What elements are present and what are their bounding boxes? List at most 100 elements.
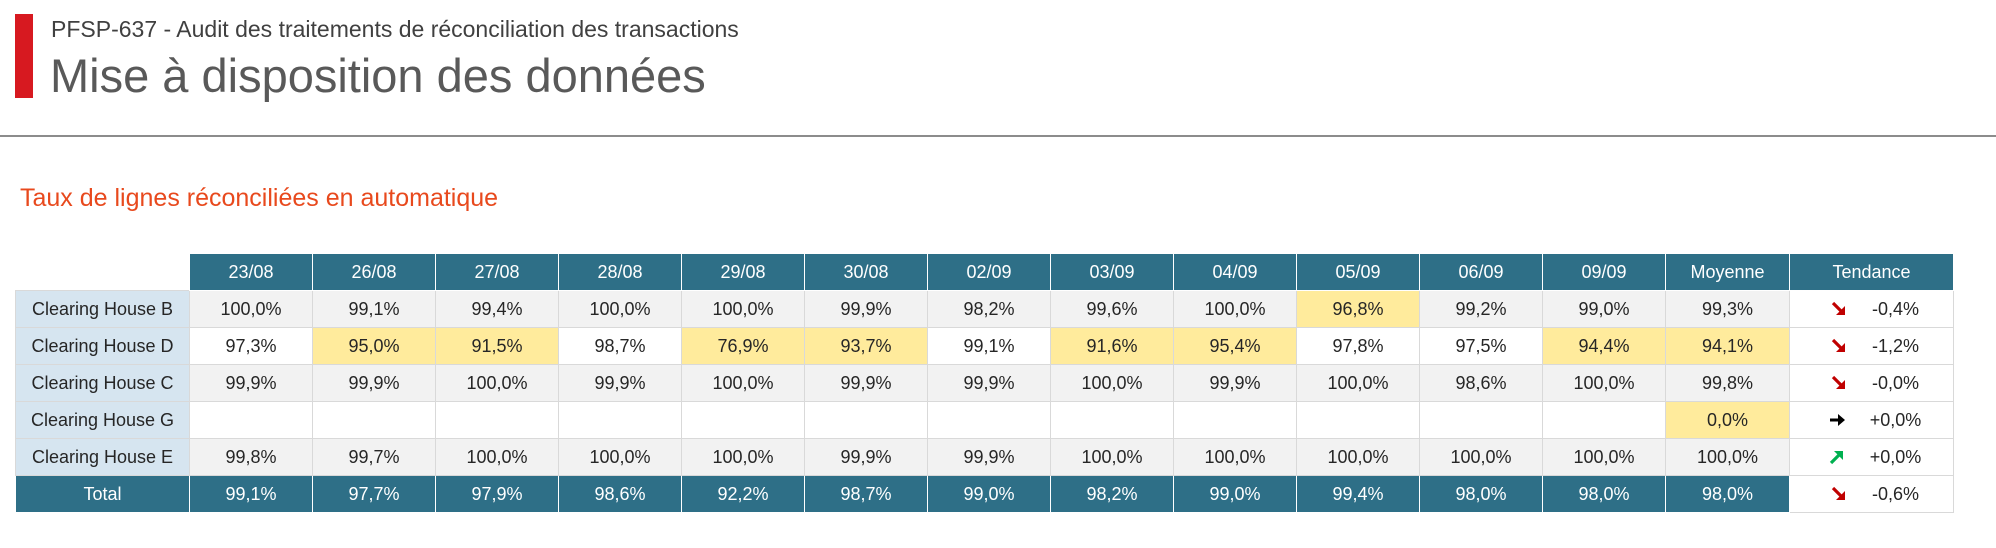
accent-bar [15, 14, 33, 98]
column-header: 04/09 [1173, 253, 1297, 291]
value-cell: 99,7% [312, 438, 436, 476]
value-cell: 99,9% [558, 364, 682, 402]
value-cell: 99,0% [1173, 475, 1297, 513]
value-cell: 99,1% [927, 327, 1051, 365]
table-row: Clearing House D 97,3% 95,0% 91,5% 98,7% 76,9… [15, 327, 1954, 365]
value-cell: 98,7% [558, 327, 682, 365]
value-cell: 97,3% [189, 327, 313, 365]
column-header: 26/08 [312, 253, 436, 291]
value-cell: 100,0% [681, 438, 805, 476]
value-cell: 100,0% [1542, 438, 1666, 476]
arrow-down-right-icon [1830, 485, 1860, 503]
trend-cell: -0,0% [1789, 364, 1954, 402]
value-cell: 99,1% [189, 475, 313, 513]
table-row: Clearing House C 99,9% 99,9% 100,0% 99,9% 100… [15, 364, 1954, 402]
value-cell: 96,8% [1296, 290, 1420, 328]
trend-cell: -1,2% [1789, 327, 1954, 365]
value-cell: 100,0% [1296, 438, 1420, 476]
total-row: Total 99,1% 97,7% 97,9% 98,6% 92,2% 98,7% 99,0%… [15, 475, 1954, 513]
trend-cell: +0,0% [1789, 401, 1954, 439]
value-cell: 99,6% [1050, 290, 1174, 328]
value-cell: 100,0% [681, 290, 805, 328]
value-cell: 98,7% [804, 475, 928, 513]
value-cell: 99,9% [1173, 364, 1297, 402]
average-cell: 94,1% [1665, 327, 1790, 365]
value-cell: 100,0% [558, 290, 682, 328]
value-cell: 99,4% [435, 290, 559, 328]
column-header: 29/08 [681, 253, 805, 291]
column-header: 02/09 [927, 253, 1051, 291]
value-cell: 100,0% [681, 364, 805, 402]
trend-value: -0,4% [1871, 298, 1920, 319]
value-cell [1173, 401, 1297, 439]
column-header: 27/08 [435, 253, 559, 291]
page-title: Mise à disposition des données [50, 49, 706, 102]
value-cell: 100,0% [1050, 438, 1174, 476]
table-row: Clearing House B 100,0% 99,1% 99,4% 100,0% 10… [15, 290, 1954, 328]
column-header: 28/08 [558, 253, 682, 291]
row-label: Clearing House B [15, 290, 190, 328]
trend-cell: +0,0% [1789, 438, 1954, 476]
value-cell [312, 401, 436, 439]
arrow-down-right-icon [1830, 374, 1860, 392]
average-cell: 98,0% [1665, 475, 1790, 513]
value-cell: 99,9% [804, 438, 928, 476]
value-cell: 98,2% [1050, 475, 1174, 513]
value-cell: 99,1% [312, 290, 436, 328]
value-cell: 100,0% [1173, 290, 1297, 328]
arrow-right-icon [1828, 411, 1858, 429]
row-label: Total [15, 475, 190, 513]
value-cell [681, 401, 805, 439]
value-cell: 98,0% [1419, 475, 1543, 513]
value-cell [189, 401, 313, 439]
value-cell: 98,2% [927, 290, 1051, 328]
value-cell: 91,6% [1050, 327, 1174, 365]
value-cell: 100,0% [1173, 438, 1297, 476]
value-cell: 95,4% [1173, 327, 1297, 365]
arrow-down-right-icon [1830, 337, 1860, 355]
value-cell: 98,6% [1419, 364, 1543, 402]
average-cell: 100,0% [1665, 438, 1790, 476]
header-corner [15, 253, 190, 291]
column-header-trend: Tendance [1789, 253, 1954, 291]
section-title: Taux de lignes réconciliées en automatiq… [20, 184, 499, 212]
value-cell [804, 401, 928, 439]
value-cell: 97,5% [1419, 327, 1543, 365]
trend-value: +0,0% [1869, 446, 1922, 467]
value-cell: 99,4% [1296, 475, 1420, 513]
trend-value: +0,0% [1869, 409, 1922, 430]
average-cell: 99,3% [1665, 290, 1790, 328]
column-header: 09/09 [1542, 253, 1666, 291]
value-cell: 100,0% [435, 364, 559, 402]
column-header-average: Moyenne [1665, 253, 1790, 291]
value-cell: 98,6% [558, 475, 682, 513]
value-cell: 99,9% [927, 364, 1051, 402]
value-cell [1296, 401, 1420, 439]
trend-value: -0,6% [1871, 483, 1920, 504]
row-label: Clearing House E [15, 438, 190, 476]
average-cell: 99,8% [1665, 364, 1790, 402]
value-cell: 99,9% [804, 290, 928, 328]
value-cell: 93,7% [804, 327, 928, 365]
row-label: Clearing House D [15, 327, 190, 365]
column-header: 30/08 [804, 253, 928, 291]
arrow-up-right-icon [1828, 448, 1858, 466]
trend-cell: -0,4% [1789, 290, 1954, 328]
value-cell: 92,2% [681, 475, 805, 513]
value-cell [1419, 401, 1543, 439]
value-cell [1542, 401, 1666, 439]
value-cell: 99,9% [189, 364, 313, 402]
trend-cell: -0,6% [1789, 475, 1954, 513]
value-cell: 99,9% [804, 364, 928, 402]
column-header: 23/08 [189, 253, 313, 291]
value-cell: 95,0% [312, 327, 436, 365]
value-cell: 97,9% [435, 475, 559, 513]
value-cell: 91,5% [435, 327, 559, 365]
value-cell: 100,0% [1050, 364, 1174, 402]
value-cell [558, 401, 682, 439]
trend-value: -0,0% [1871, 372, 1920, 393]
value-cell [1050, 401, 1174, 439]
value-cell: 97,7% [312, 475, 436, 513]
table-row: Clearing House E 99,8% 99,7% 100,0% 100,0% 10… [15, 438, 1954, 476]
value-cell: 100,0% [189, 290, 313, 328]
